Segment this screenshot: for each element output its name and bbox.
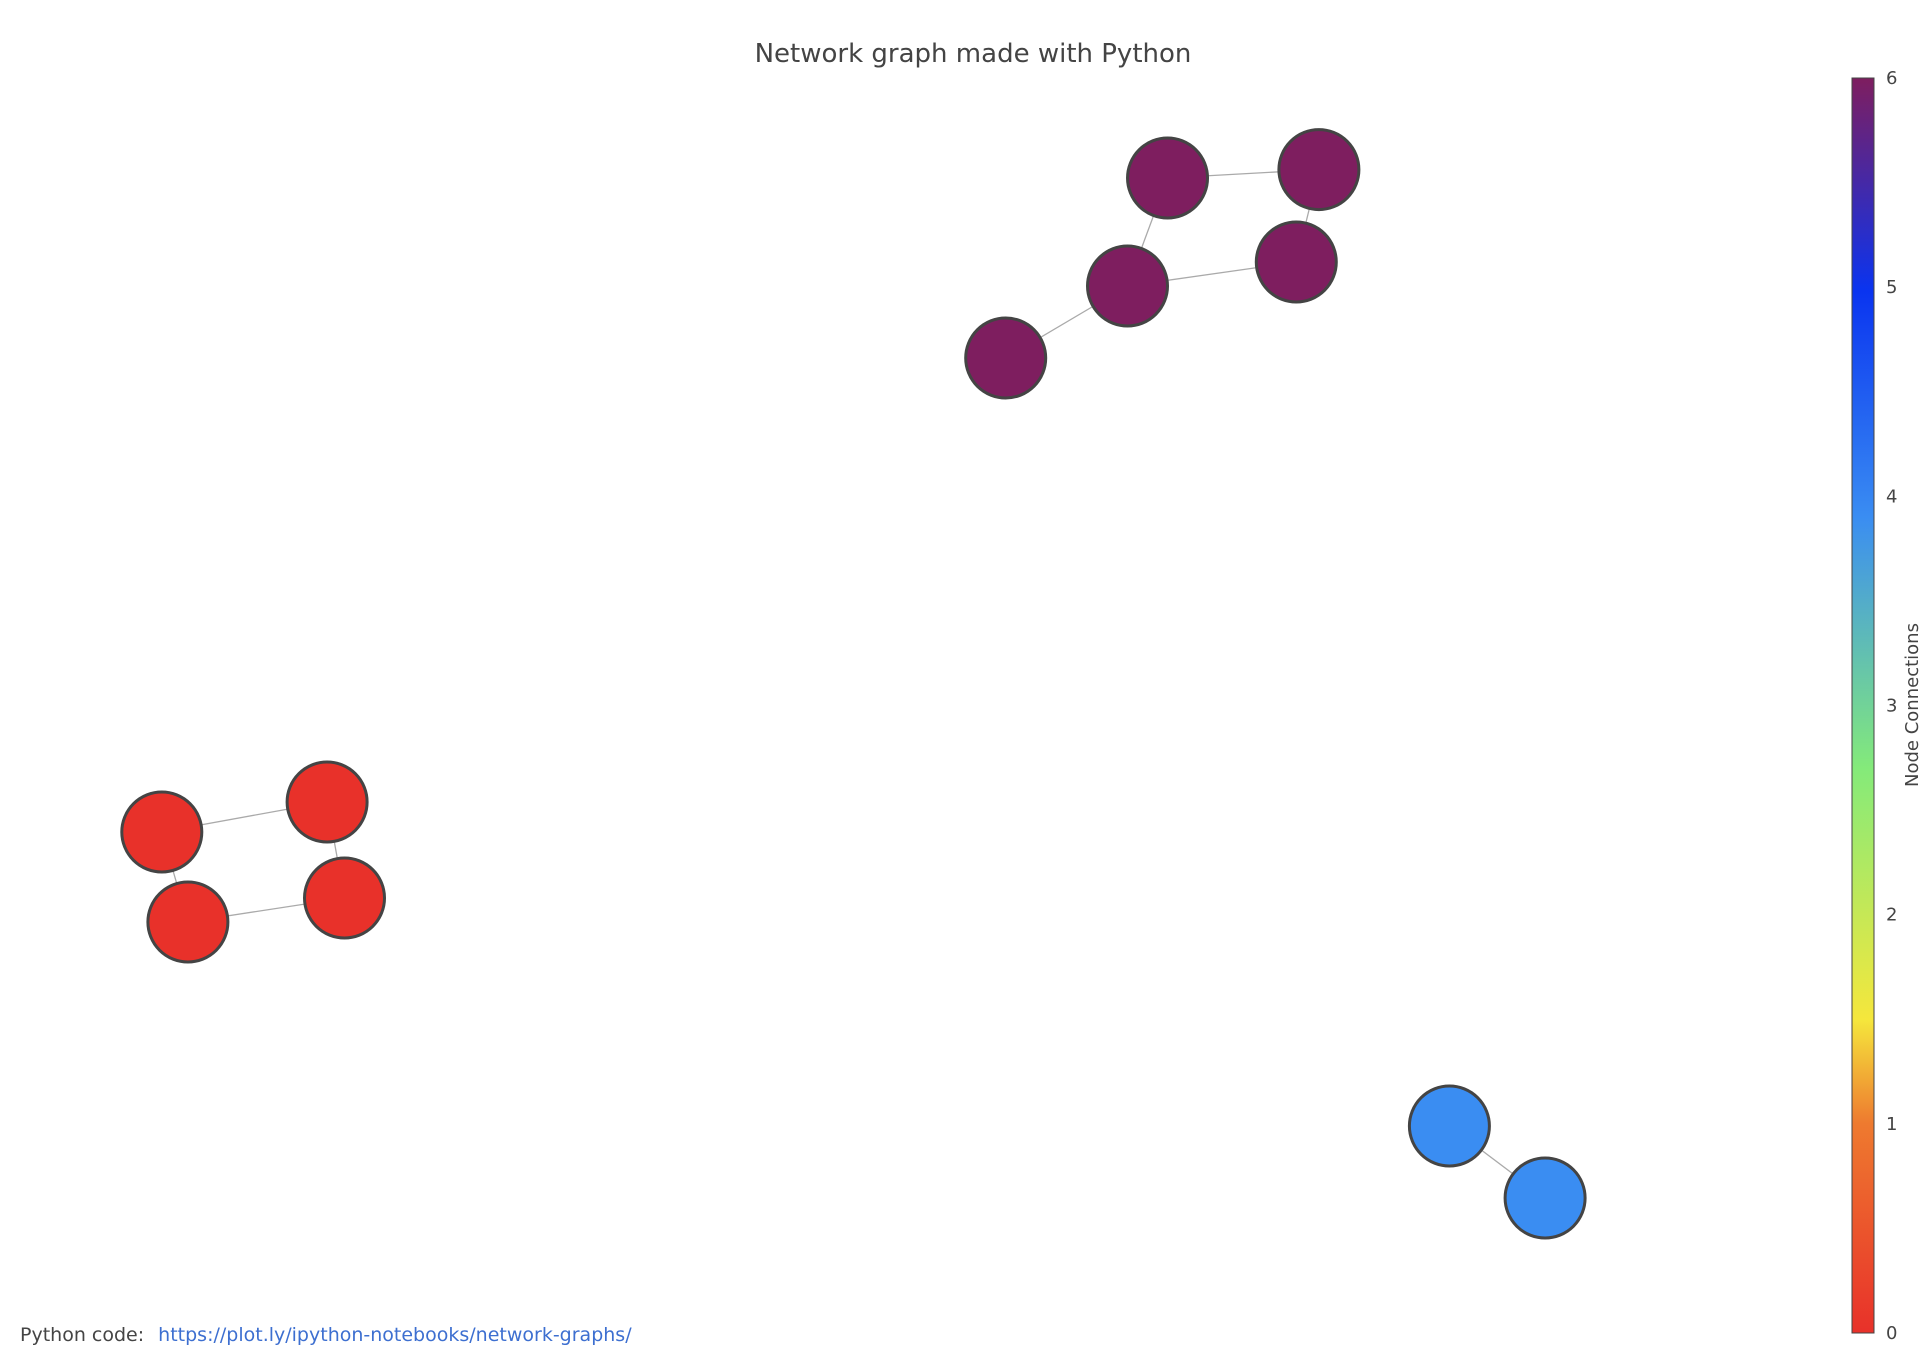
colorbar: 0 1 2 3 4 5 6 Node Connections <box>1851 68 1923 1344</box>
node-a4[interactable] <box>303 856 386 940</box>
node-a2[interactable] <box>285 760 369 844</box>
node-b5[interactable] <box>1254 220 1338 304</box>
footer-label: Python code: <box>20 1324 145 1346</box>
node-b3[interactable] <box>1126 136 1210 220</box>
colorbar-tick-2: 2 <box>1886 905 1897 926</box>
edges-layer <box>161 168 1546 1199</box>
node-c2[interactable] <box>1503 1156 1587 1240</box>
footer-link[interactable]: https://plot.ly/ipython-notebooks/networ… <box>158 1324 632 1346</box>
colorbar-tick-1: 1 <box>1886 1114 1897 1135</box>
colorbar-tick-4: 4 <box>1886 486 1897 507</box>
node-b4[interactable] <box>1277 128 1361 212</box>
chart-title: Network graph made with Python <box>755 39 1192 69</box>
node-a3[interactable] <box>146 880 230 964</box>
footer: Python code: https://plot.ly/ipython-not… <box>20 1324 632 1346</box>
colorbar-gradient <box>1851 77 1875 1334</box>
node-b2[interactable] <box>1086 244 1169 328</box>
colorbar-ticks: 0 1 2 3 4 5 6 <box>1886 68 1897 1344</box>
colorbar-tick-3: 3 <box>1886 696 1897 717</box>
nodes-layer <box>120 128 1587 1240</box>
node-a1[interactable] <box>120 790 204 874</box>
colorbar-tick-0: 0 <box>1886 1323 1897 1344</box>
node-b1[interactable] <box>964 316 1048 400</box>
colorbar-title: Node Connections <box>1902 623 1923 787</box>
colorbar-tick-6: 6 <box>1886 68 1897 89</box>
node-c1[interactable] <box>1407 1084 1491 1168</box>
colorbar-tick-5: 5 <box>1886 277 1897 298</box>
